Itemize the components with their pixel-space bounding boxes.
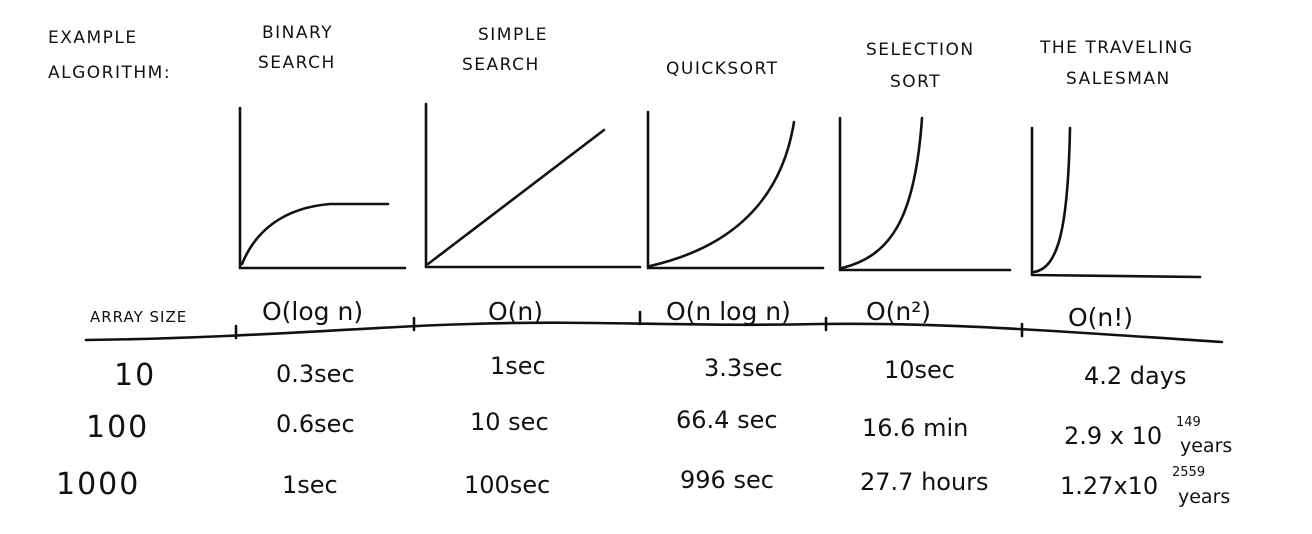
sketch-quicksort [646,110,825,270]
sketch-selection-axes [838,116,1012,272]
algorithm-name-tsp-line-2: SALESMAN [1066,69,1171,89]
time-selection-10: 10sec [884,356,955,384]
array-size-label: ARRAY SIZE [90,308,187,326]
sketch-quicksort-curve [648,120,796,268]
sketch-binary-axes [238,106,407,270]
algorithm-names: BINARY SEARCH SIMPLE SEARCH QUICKSORT SE… [258,23,1194,92]
complexity-simple: O(n) [488,297,543,326]
time-binary-1000: 1sec [282,471,338,499]
sketch-tsp-axes [1030,126,1202,279]
sketch-tsp-curve [1032,126,1072,274]
growth-sketches [238,102,1202,279]
array-size-10: 10 [114,358,156,393]
sketch-selection-curve [840,116,924,270]
time-tsp-1000-exponent: 2559 [1172,465,1205,480]
header-separator [84,310,1224,344]
time-binary-100: 0.6sec [276,410,355,438]
time-selection-1000: 27.7 hours [860,468,989,496]
time-quicksort-100: 66.4 sec [676,406,778,434]
time-tsp-10: 4.2 days [1084,362,1186,390]
time-simple-10: 1sec [490,352,546,380]
complexity-row: ARRAY SIZE O(log n) O(n) O(n log n) O(n²… [90,297,1133,332]
time-tsp-100: 2.9 x 10 [1064,422,1162,450]
sketch-traveling-salesman [1030,126,1202,279]
time-quicksort-10: 3.3sec [704,354,783,382]
time-tsp-100-exponent: 149 [1176,415,1201,430]
sketch-selection-sort [838,116,1012,272]
array-size-labels: 10 100 1000 [56,358,156,502]
sketch-simple-curve [426,128,606,266]
algorithm-name-selection-line-1: SELECTION [866,40,975,60]
complexity-quicksort: O(n log n) [666,297,791,326]
time-tsp-1000-unit: years [1178,486,1230,508]
algorithm-name-selection-line-2: SORT [890,72,941,92]
time-tsp-1000: 1.27x10 [1060,472,1158,500]
separator-line [84,321,1224,344]
sketch-simple-axes [424,102,642,269]
timing-values: 0.3sec 0.6sec 1sec 1sec 10 sec 100sec 3.… [276,352,1232,508]
time-quicksort-1000: 996 sec [680,466,774,494]
time-binary-10: 0.3sec [276,360,355,388]
complexity-selection: O(n²) [866,297,931,326]
algorithm-name-simple-line-2: SEARCH [462,55,540,75]
time-simple-1000: 100sec [464,471,550,499]
algorithm-name-tsp-line-1: THE TRAVELING [1039,38,1194,58]
sketch-simple-search [424,102,642,269]
time-simple-100: 10 sec [470,408,549,436]
sketch-binary-curve [240,202,390,266]
example-algorithm-label-line-2: ALGORITHM: [48,63,171,83]
sketch-binary-search [238,106,407,270]
algorithm-name-binary-line-1: BINARY [262,23,333,43]
array-size-1000: 1000 [56,467,140,502]
sketch-quicksort-axes [646,110,825,270]
complexity-tsp: O(n!) [1068,303,1133,332]
example-algorithm-label: EXAMPLE ALGORITHM: [48,28,171,83]
time-selection-100: 16.6 min [862,414,968,442]
array-size-100: 100 [86,410,149,445]
time-tsp-100-unit: years [1180,435,1232,457]
algorithm-name-quicksort: QUICKSORT [666,59,779,79]
example-algorithm-label-line-1: EXAMPLE [48,28,138,48]
algorithm-name-simple-line-1: SIMPLE [478,25,548,45]
algorithm-name-binary-line-2: SEARCH [258,53,336,73]
complexity-binary: O(log n) [262,297,363,326]
